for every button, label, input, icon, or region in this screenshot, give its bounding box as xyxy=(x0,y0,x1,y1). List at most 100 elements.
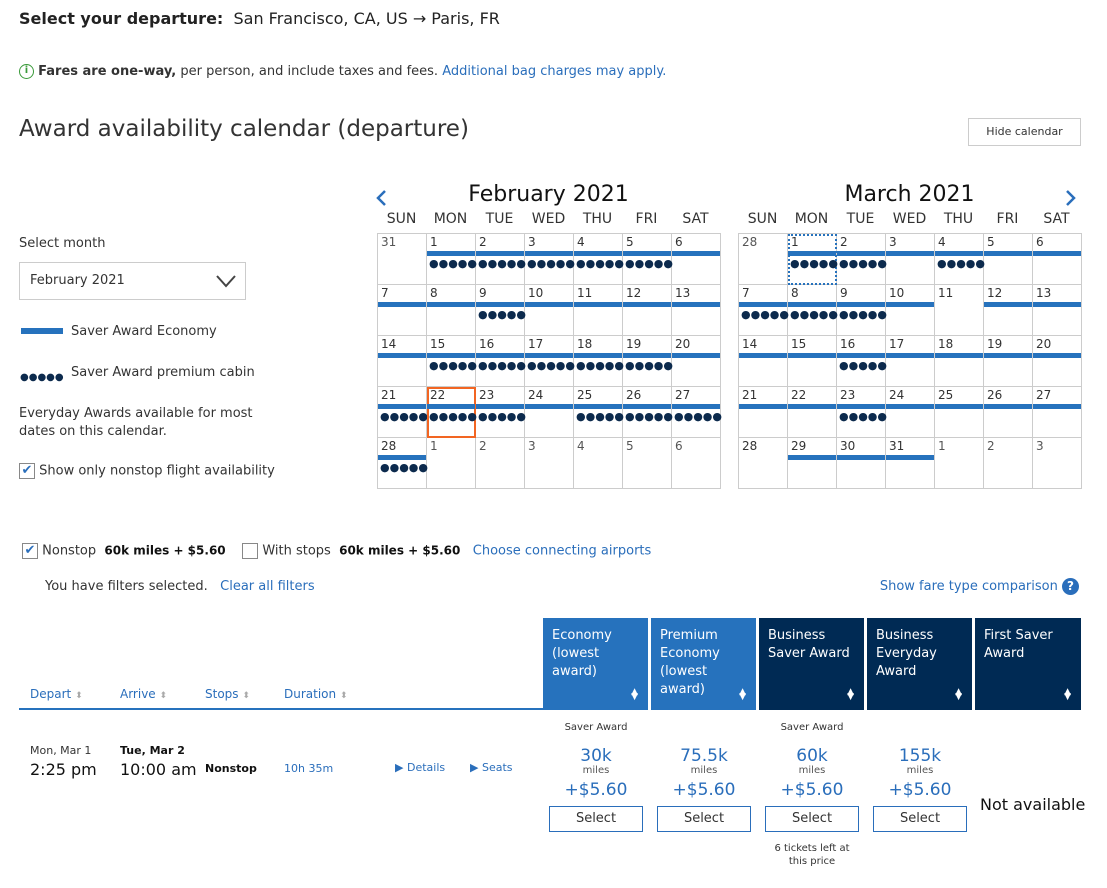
calendar-day[interactable]: 31 xyxy=(378,234,427,285)
calendar-day[interactable]: 15 ●●●●● xyxy=(427,336,477,387)
calendar-day[interactable]: 4 xyxy=(574,438,623,489)
fare-header-business-saver[interactable]: Business Saver Award ▲ ▼ xyxy=(759,618,864,710)
calendar-day[interactable]: 26 ●●●●● xyxy=(623,387,673,438)
calendar-day[interactable]: 3 ●●●●● xyxy=(525,234,575,285)
day-number: 14 xyxy=(381,337,397,351)
calendar-day[interactable]: 21 xyxy=(739,387,788,438)
calendar-day[interactable]: 16 ●●●●● xyxy=(837,336,887,387)
calendar-day[interactable]: 16 ●●●●● xyxy=(476,336,526,387)
calendar-day[interactable]: 3 xyxy=(1033,438,1082,489)
calendar-day[interactable]: 4 ●●●●● xyxy=(574,234,624,285)
calendar-day[interactable]: 19 xyxy=(984,336,1033,387)
calendar-day[interactable]: 22 xyxy=(788,387,837,438)
calendar-day[interactable]: 9 ●●●●● xyxy=(837,285,887,336)
select-fare-button[interactable]: Select xyxy=(549,806,643,832)
hide-calendar-button[interactable]: Hide calendar xyxy=(968,118,1081,146)
prev-month-icon[interactable] xyxy=(375,189,389,207)
calendar-day[interactable]: 27 ●●●●● xyxy=(672,387,722,438)
fare-comparison[interactable]: Show fare type comparison ? xyxy=(880,578,1079,595)
calendar-day[interactable]: 25 xyxy=(935,387,984,438)
sort-arrive[interactable]: Arrive ⬍ xyxy=(120,687,168,701)
clear-filters-link[interactable]: Clear all filters xyxy=(220,579,315,594)
calendar-day[interactable]: 28 ●●●●● xyxy=(378,438,428,489)
select-fare-button[interactable]: Select xyxy=(873,806,967,832)
calendar-day[interactable]: 30 xyxy=(837,438,886,489)
calendar-day[interactable]: 7 xyxy=(378,285,427,336)
fare-header-economy[interactable]: Economy (lowest award) ▲ ▼ xyxy=(543,618,648,710)
calendar-day[interactable]: 2 xyxy=(476,438,525,489)
calendar-day[interactable]: 11 xyxy=(574,285,623,336)
calendar-day[interactable]: 8 ●●●●● xyxy=(788,285,838,336)
calendar-day[interactable]: 1 ●●●●● xyxy=(788,234,838,285)
select-fare-button[interactable]: Select xyxy=(657,806,751,832)
calendar-day[interactable]: 15 xyxy=(788,336,837,387)
checkbox-checked[interactable]: ✔ xyxy=(19,463,35,479)
calendar-day[interactable]: 14 xyxy=(378,336,427,387)
sort-depart[interactable]: Depart ⬍ xyxy=(30,687,83,701)
nonstop-only-checkbox[interactable]: ✔ Show only nonstop flight availability xyxy=(19,463,275,479)
help-icon[interactable]: ? xyxy=(1062,578,1079,595)
bag-charges-link[interactable]: Additional bag charges may apply. xyxy=(442,64,667,79)
calendar-day[interactable]: 5 ●●●●● xyxy=(623,234,673,285)
calendar-day[interactable]: 24 xyxy=(886,387,935,438)
calendar-day[interactable]: 1 xyxy=(935,438,984,489)
calendar-day[interactable]: 12 xyxy=(623,285,672,336)
calendar-day[interactable]: 12 xyxy=(984,285,1033,336)
calendar-day[interactable]: 23 ●●●●● xyxy=(837,387,887,438)
calendar-day[interactable]: 20 xyxy=(1033,336,1082,387)
calendar-day[interactable]: 10 xyxy=(886,285,935,336)
calendar-day[interactable]: 10 xyxy=(525,285,574,336)
calendar-day[interactable]: 3 xyxy=(525,438,574,489)
calendar-day[interactable]: 23 ●●●●● xyxy=(476,387,526,438)
month-select[interactable]: February 2021 xyxy=(19,262,246,300)
connecting-airports-link[interactable]: Choose connecting airports xyxy=(472,543,652,559)
sort-duration[interactable]: Duration ⬍ xyxy=(284,687,348,701)
calendar-day[interactable]: 2 xyxy=(984,438,1033,489)
calendar-day[interactable]: 1 ●●●●● xyxy=(427,234,477,285)
calendar-day[interactable]: 9 ●●●●● xyxy=(476,285,526,336)
calendar-day[interactable]: 17 xyxy=(886,336,935,387)
fare-header-premium-economy[interactable]: Premium Economy (lowest award) ▲ ▼ xyxy=(651,618,756,710)
with-stops-checkbox[interactable] xyxy=(242,543,259,559)
calendar-day[interactable]: 28 xyxy=(739,234,788,285)
calendar-day[interactable]: 18 xyxy=(935,336,984,387)
calendar-day[interactable]: 6 xyxy=(1033,234,1082,285)
calendar-day[interactable]: 1 xyxy=(427,438,476,489)
calendar-day[interactable]: 25 ●●●●● xyxy=(574,387,624,438)
calendar-day[interactable]: 26 xyxy=(984,387,1033,438)
calendar-day[interactable]: 2 ●●●●● xyxy=(837,234,887,285)
fare-comparison-link[interactable]: Show fare type comparison xyxy=(879,579,1058,594)
calendar-day[interactable]: 5 xyxy=(623,438,672,489)
calendar-day[interactable]: 2 ●●●●● xyxy=(476,234,526,285)
calendar-day[interactable]: 20 xyxy=(672,336,721,387)
fare-header-business-everyday[interactable]: Business Everyday Award ▲ ▼ xyxy=(867,618,972,710)
calendar-day[interactable]: 8 xyxy=(427,285,476,336)
calendar-day[interactable]: 18 ●●●●● xyxy=(574,336,624,387)
calendar-day[interactable]: 14 xyxy=(739,336,788,387)
calendar-day[interactable]: 19 ●●●●● xyxy=(623,336,673,387)
calendar-day[interactable]: 17 ●●●●● xyxy=(525,336,575,387)
calendar-day[interactable]: 29 xyxy=(788,438,837,489)
calendar-day[interactable]: 27 xyxy=(1033,387,1082,438)
seats-link[interactable]: ▶ Seats xyxy=(470,761,513,774)
calendar-day[interactable]: 3 xyxy=(886,234,935,285)
calendar-day[interactable]: 6 xyxy=(672,234,721,285)
calendar-day[interactable]: 4 ●●●●● xyxy=(935,234,985,285)
sort-stops[interactable]: Stops ⬍ xyxy=(205,687,250,701)
calendar-day[interactable]: 13 xyxy=(1033,285,1082,336)
calendar-day[interactable]: 6 xyxy=(672,438,721,489)
fare-header-first-saver[interactable]: First Saver Award ▲ ▼ xyxy=(975,618,1081,710)
details-link[interactable]: ▶ Details xyxy=(395,761,446,774)
calendar-day[interactable]: 24 xyxy=(525,387,574,438)
calendar-day[interactable]: 11 xyxy=(935,285,984,336)
calendar-day[interactable]: 21 ●●●●● xyxy=(378,387,428,438)
nonstop-checkbox[interactable]: ✔ xyxy=(22,543,38,559)
calendar-day[interactable]: 5 xyxy=(984,234,1033,285)
select-fare-button[interactable]: Select xyxy=(765,806,859,832)
calendar-day[interactable]: 22 ●●●●● xyxy=(427,387,477,438)
calendar-day[interactable]: 31 xyxy=(886,438,935,489)
next-month-icon[interactable] xyxy=(1063,189,1077,207)
calendar-day[interactable]: 28 xyxy=(739,438,788,489)
calendar-day[interactable]: 7 ●●●●● xyxy=(739,285,789,336)
calendar-day[interactable]: 13 xyxy=(672,285,721,336)
